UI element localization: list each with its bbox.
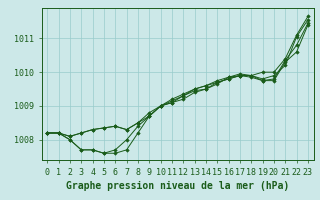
X-axis label: Graphe pression niveau de la mer (hPa): Graphe pression niveau de la mer (hPa) [66,181,289,191]
